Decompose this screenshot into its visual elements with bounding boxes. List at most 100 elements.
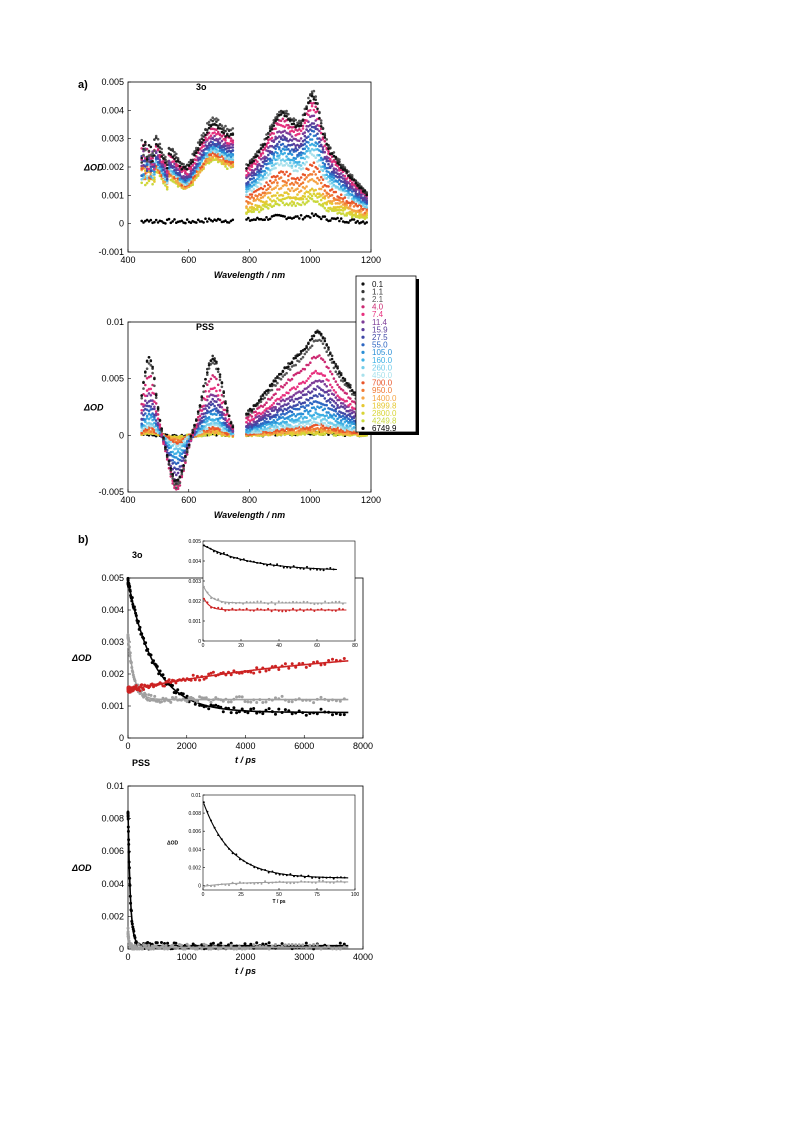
spectrum-point [332,405,336,408]
specPSS-series-160.0 [140,411,369,456]
spectrum-point [343,214,347,217]
spectrum-point [254,208,257,211]
spectrum-point [231,139,235,142]
spectrum-point [287,391,290,395]
spectrum-point [265,216,268,219]
spectrum-point [265,171,268,175]
spectrum-point [261,175,265,178]
spectrum-point [200,141,204,144]
spectrum-point [296,418,299,422]
spectrum-point [184,169,187,173]
spectrum-point [343,428,347,432]
spectrum-point [283,129,287,133]
spectrum-point [257,156,261,159]
spectrum-point [206,138,209,141]
spectrum-point [196,416,200,419]
spectrum-point [278,402,281,406]
spectrum-point [252,171,256,175]
legend-marker [361,366,365,370]
spectrum-point [247,216,250,220]
spectrum-point [198,138,202,142]
spectrum-point [314,188,318,192]
spectrum-point [341,402,345,405]
spectrum-point [341,398,345,402]
spectrum-point [226,133,229,137]
spectrum-point [176,471,180,475]
spectrum-point [341,389,345,392]
spectrum-point [354,197,358,200]
spectrum-point [257,181,261,184]
spectrum-point [299,156,303,160]
spectrum-point [211,402,214,406]
spectrum-point [323,421,327,425]
spectrum-point [252,169,256,172]
spectrum-point [276,191,279,195]
spectrum-point [227,221,231,224]
spectrum-point [162,172,165,175]
spectrum-point [276,381,279,385]
spectrum-point [231,141,235,144]
spectrum-point [257,406,261,409]
spectrum-point [341,184,345,187]
spectrum-point [329,413,332,417]
legend-entry-1899.8: 1899.8 [372,401,397,410]
spectrum-point [250,195,254,199]
spectrum-point [299,124,303,127]
spectrum-point [256,195,259,198]
spectrum-point [279,136,283,139]
spectrum-point [349,386,352,389]
spectrum-point [307,348,310,351]
spectrum-point [140,402,143,406]
spectrum-point [278,156,281,160]
spectrum-point [292,159,296,162]
spectrum-point [184,459,187,462]
spec3o-xtick-label: 1200 [361,255,381,265]
spectrum-point [314,388,318,391]
spectrum-point [283,394,287,397]
spectrum-point [261,164,265,168]
spectrum-point [202,151,205,154]
spectrum-point [325,201,329,204]
spectrum-point [338,163,341,166]
spectrum-point [336,185,339,189]
spectrum-point [338,429,341,433]
spectrum-point [256,419,259,423]
spectrum-point [254,423,257,427]
kin3o-ytick-label: 0 [119,733,124,743]
spectrum-point [285,162,288,165]
spectrum-point [318,415,321,419]
spectrum-point [175,152,178,156]
spectrum-point [213,386,216,390]
spectrum-point [215,219,218,222]
spec3o-ytick-label: -0.001 [98,247,124,257]
spectrum-point [154,143,158,146]
spectrum-point [292,189,296,193]
spectrum-point [261,405,265,408]
spectrum-point [147,144,151,147]
spectrum-point [145,414,149,418]
spectrum-point [279,113,283,116]
spectrum-point [182,468,185,471]
kinetic-point [246,711,250,715]
spectrum-point [173,154,176,157]
spectrum-point [182,177,185,180]
spectrum-point [145,158,149,161]
spectrum-point [332,377,336,380]
spectrum-point [309,151,312,155]
spectrum-point [164,446,167,449]
spectrum-point [193,178,196,182]
spectrum-point [327,147,330,150]
spectrum-point [182,439,185,443]
spectrum-point [309,428,312,432]
spectrum-point [314,156,318,159]
spectrum-point [274,135,277,139]
kin3o-ytick-label: 0.002 [101,669,124,679]
spectrum-point [290,135,294,138]
spectrum-point [154,160,158,164]
spectrum-point [259,412,263,416]
spectrum-point [209,150,213,154]
spectrum-point [147,417,151,421]
spectrum-point [158,423,162,427]
spectrum-point [165,177,169,181]
spectrum-point [248,209,252,213]
